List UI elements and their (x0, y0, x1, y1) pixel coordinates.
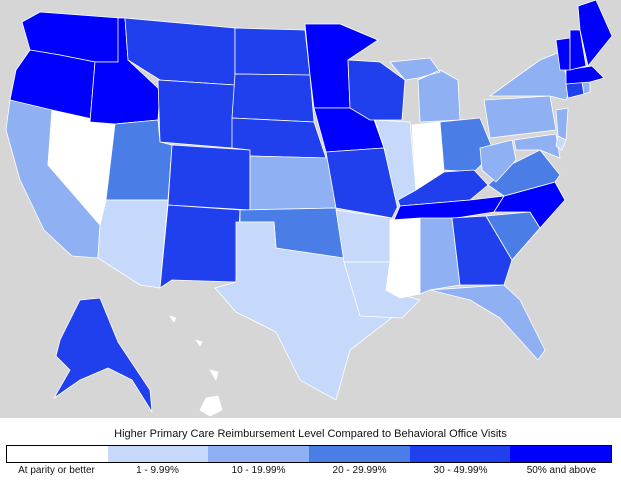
state-kansas (249, 155, 337, 211)
legend-swatch-20-30 (309, 446, 410, 462)
state-new-york (489, 51, 571, 101)
state-south-dakota (231, 73, 315, 123)
state-arkansas (335, 209, 393, 263)
state-maryland (513, 133, 561, 159)
state-delaware (555, 135, 567, 151)
map-area (0, 0, 621, 418)
state-mississippi (385, 217, 421, 299)
legend-label-30-50: 30 - 49.99% (433, 465, 488, 476)
state-massachusetts (565, 65, 605, 85)
state-wyoming (157, 79, 236, 149)
state-connecticut (565, 81, 585, 99)
legend-swatch-50-plus (510, 446, 612, 462)
state-west-virginia (479, 139, 517, 183)
legend-label-parity: At parity or better (18, 465, 95, 476)
legend-title: Higher Primary Care Reimbursement Level … (114, 428, 507, 440)
state-michigan (389, 57, 461, 123)
legend-swatch-30-50 (409, 446, 511, 462)
state-alaska (53, 297, 153, 413)
legend-label-10-20: 10 - 19.99% (231, 465, 286, 476)
legend-color-bar (6, 445, 612, 463)
legend-swatch-1-10 (107, 446, 209, 462)
state-wisconsin (347, 59, 406, 121)
state-north-dakota (234, 27, 311, 76)
legend-swatch-10-20 (208, 446, 310, 462)
legend-label-1-10: 1 - 9.99% (136, 465, 179, 476)
state-new-mexico (159, 204, 241, 289)
state-colorado (167, 144, 251, 211)
state-new-jersey (555, 107, 569, 141)
state-new-hampshire (569, 29, 587, 71)
state-hawaii (169, 315, 223, 417)
state-missouri (325, 147, 399, 219)
state-maine (577, 0, 613, 67)
state-alabama (419, 217, 461, 295)
state-florida (429, 284, 546, 361)
legend-label-50-plus: 50% and above (526, 465, 597, 476)
legend-swatch-parity (7, 446, 108, 462)
state-arizona (97, 199, 169, 289)
us-states-map (5, 0, 613, 417)
state-pennsylvania (483, 95, 557, 139)
legend-labels: At parity or better 1 - 9.99% 10 - 19.99… (6, 465, 612, 477)
legend-label-20-30: 20 - 29.99% (332, 465, 387, 476)
state-georgia (451, 215, 513, 286)
